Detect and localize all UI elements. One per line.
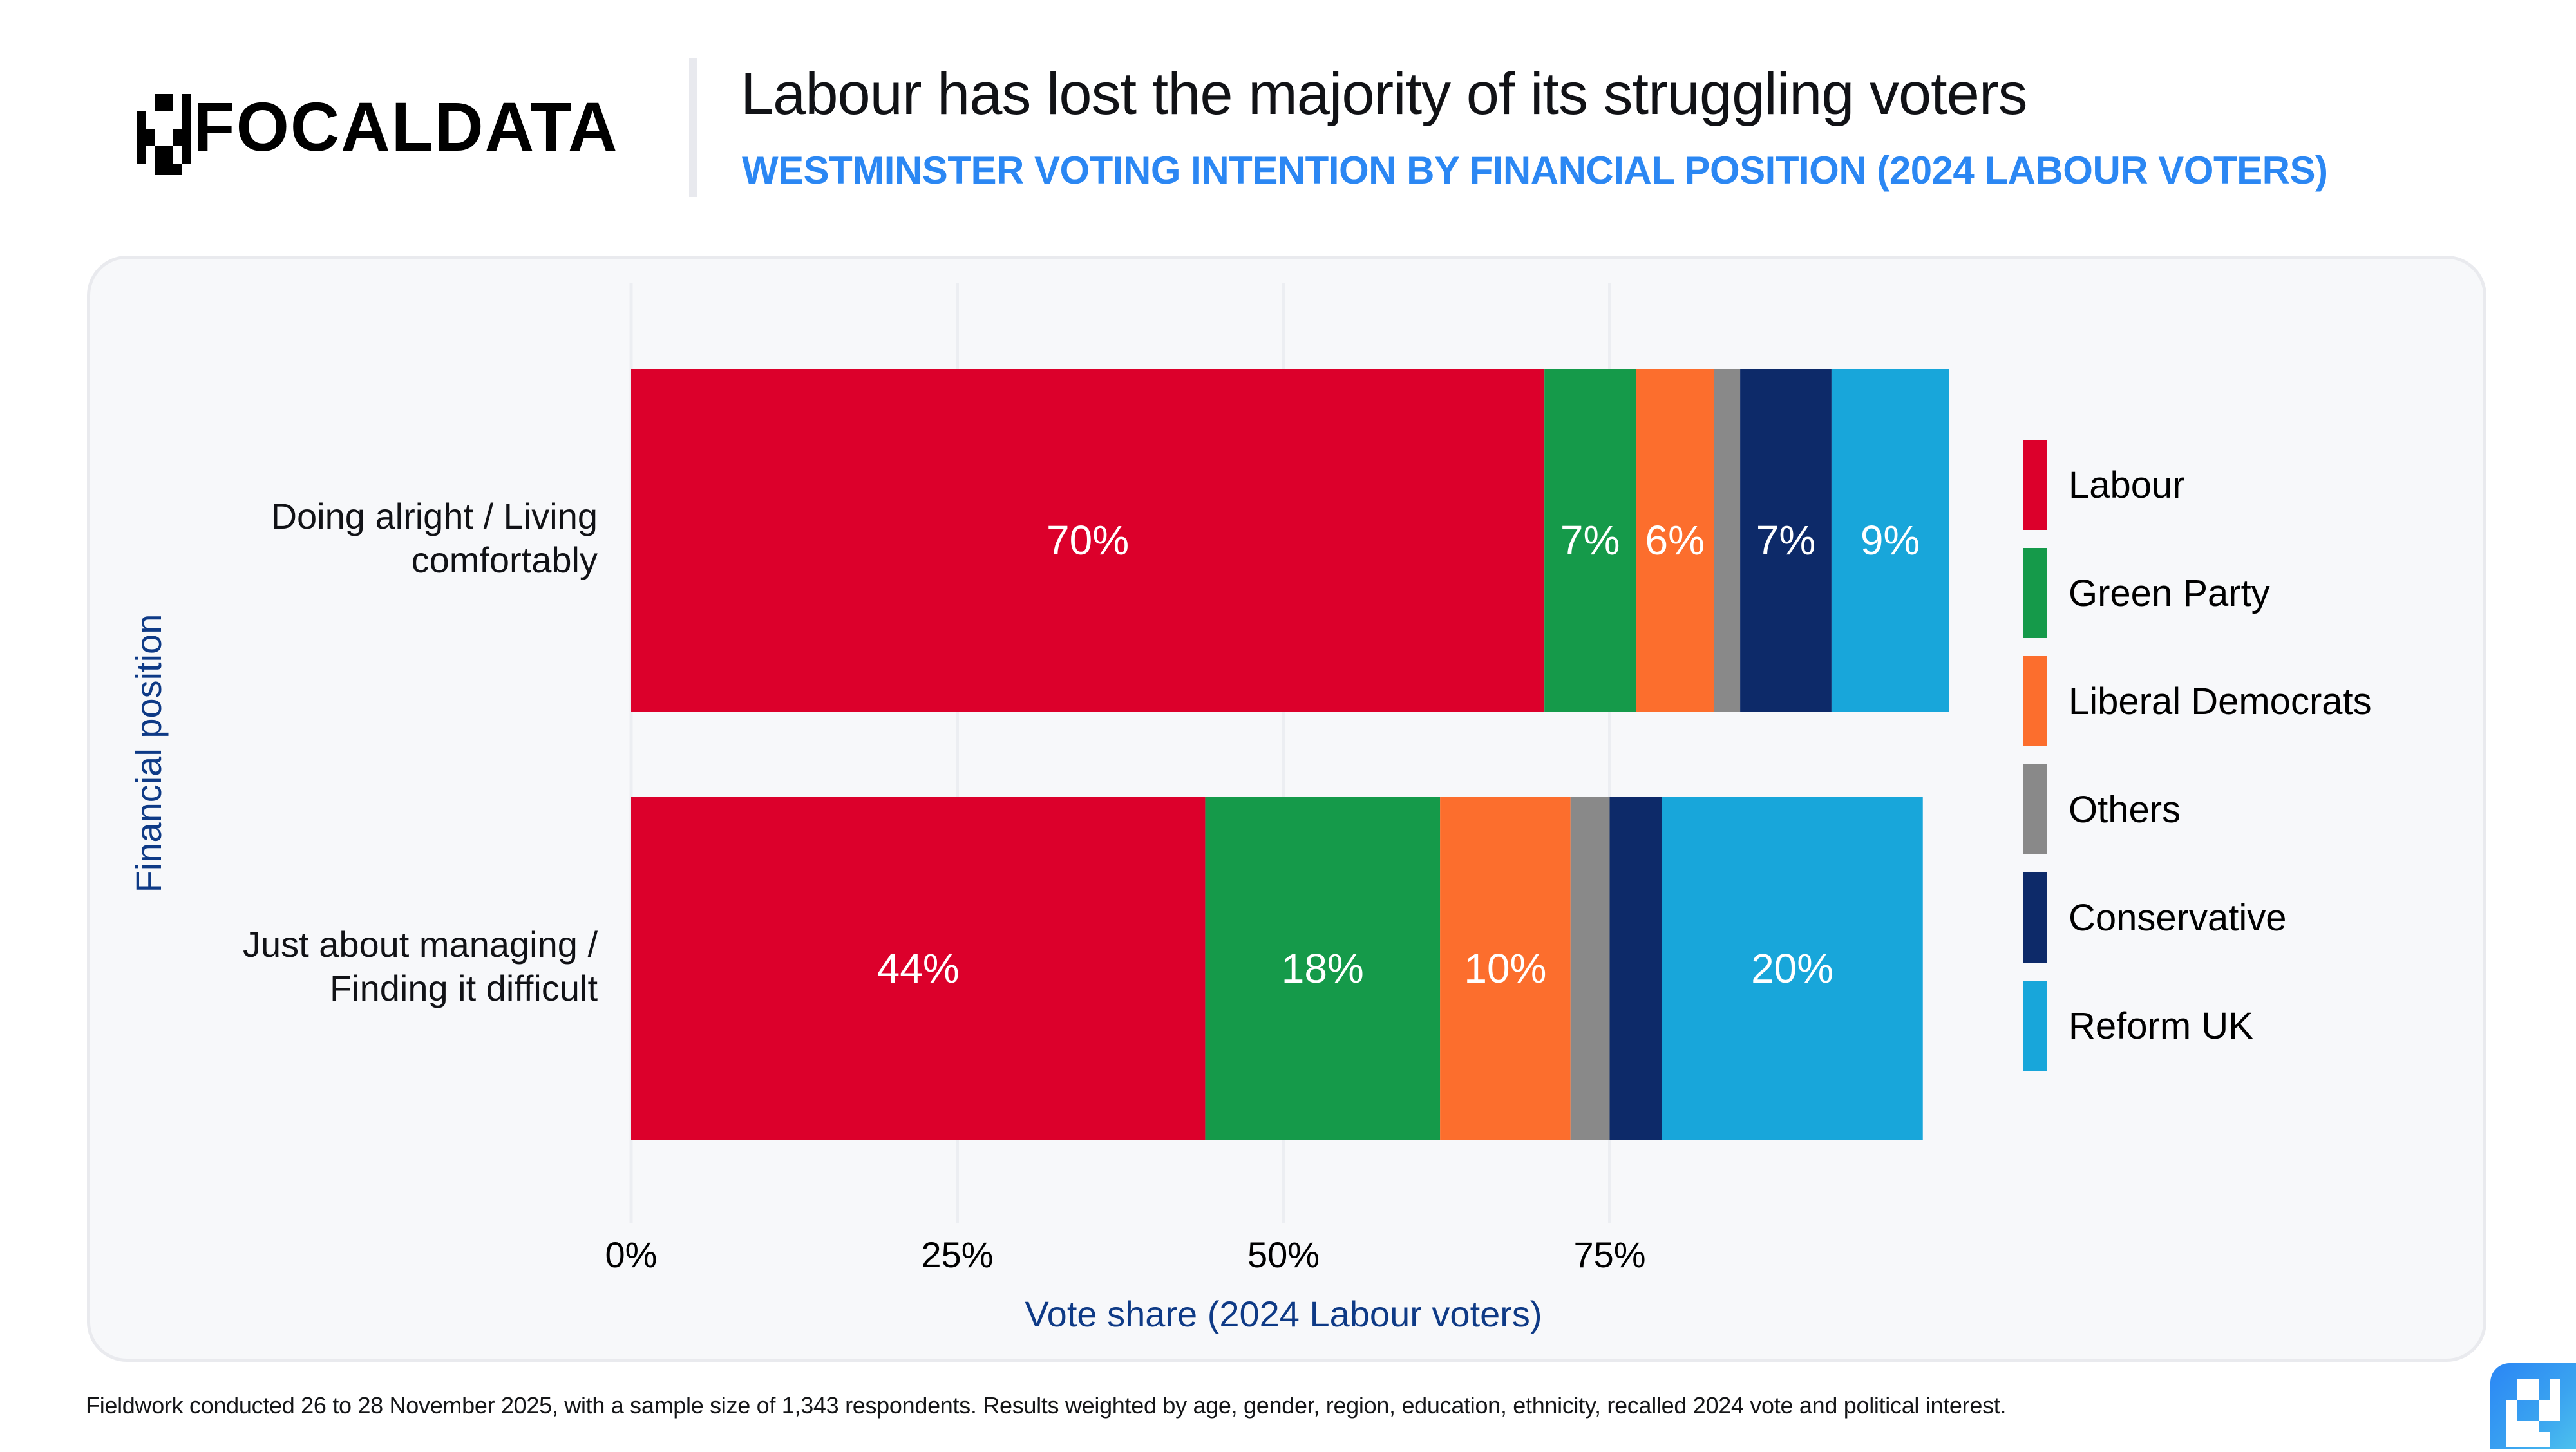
bar-segment-others[interactable] [1714, 369, 1741, 712]
data-label-labour: 70% [1046, 517, 1129, 563]
data-label-reform-uk: 20% [1751, 945, 1833, 992]
x-axis-title: Vote share (2024 Labour voters) [1025, 1294, 1542, 1334]
legend-swatch-labour [2023, 440, 2047, 530]
data-label-liberal-democrats: 6% [1645, 517, 1705, 563]
legend-label-labour[interactable]: Labour [2069, 464, 2185, 506]
data-label-conservative: 7% [1756, 517, 1816, 563]
legend-label-green-party[interactable]: Green Party [2069, 572, 2270, 614]
bar-segment-conservative[interactable] [1609, 797, 1662, 1140]
bar-segment-labour[interactable] [631, 369, 1545, 712]
chart-title: Labour has lost the majority of its stru… [741, 61, 2028, 127]
category-label: Finding it difficult [330, 968, 598, 1008]
chart-subtitle: WESTMINSTER VOTING INTENTION BY FINANCIA… [742, 149, 2328, 192]
bar-segment-reform-uk[interactable] [1831, 369, 1949, 712]
data-label-labour: 44% [877, 945, 960, 992]
legend-label-conservative[interactable]: Conservative [2069, 897, 2286, 939]
focaldata-logo-icon [137, 94, 191, 175]
bar-segment-liberal-democrats[interactable] [1440, 797, 1571, 1140]
legend-label-liberal-democrats[interactable]: Liberal Democrats [2069, 681, 2372, 722]
bar-segment-liberal-democrats[interactable] [1636, 369, 1714, 712]
y-axis-title: Financial position [128, 614, 169, 893]
legend-swatch-reform-uk [2023, 981, 2047, 1071]
bar-segment-conservative[interactable] [1740, 369, 1832, 712]
focaldata-badge-icon [2490, 1363, 2576, 1449]
focaldata-badge-glyph-icon [2506, 1379, 2560, 1447]
legend-label-reform-uk[interactable]: Reform UK [2069, 1005, 2253, 1047]
bar-segment-labour[interactable] [631, 797, 1206, 1140]
x-tick-label: 50% [1247, 1234, 1320, 1275]
category-label: Doing alright / Living [271, 496, 598, 536]
bar-segment-green-party[interactable] [1544, 369, 1636, 712]
legend-swatch-green-party [2023, 548, 2047, 638]
x-tick-label: 75% [1573, 1234, 1645, 1275]
data-label-reform-uk: 9% [1861, 517, 1920, 563]
legend-swatch-conservative [2023, 872, 2047, 963]
title-divider [689, 58, 697, 197]
bar-segment-others[interactable] [1570, 797, 1610, 1140]
legend-label-others[interactable]: Others [2069, 789, 2181, 831]
footnote: Fieldwork conducted 26 to 28 November 20… [86, 1392, 2007, 1419]
bar-segment-reform-uk[interactable] [1662, 797, 1923, 1140]
data-label-green-party: 7% [1560, 517, 1620, 563]
category-label: Just about managing / [243, 924, 598, 965]
x-tick-label: 0% [605, 1234, 658, 1275]
data-label-green-party: 18% [1282, 945, 1364, 992]
x-tick-label: 25% [921, 1234, 993, 1275]
legend-swatch-others [2023, 764, 2047, 854]
bar-segment-green-party[interactable] [1205, 797, 1441, 1140]
data-label-liberal-democrats: 10% [1464, 945, 1546, 992]
category-label: comfortably [412, 540, 598, 580]
legend-swatch-liberal-democrats [2023, 656, 2047, 746]
brand-name: FOCALDATA [193, 88, 619, 165]
